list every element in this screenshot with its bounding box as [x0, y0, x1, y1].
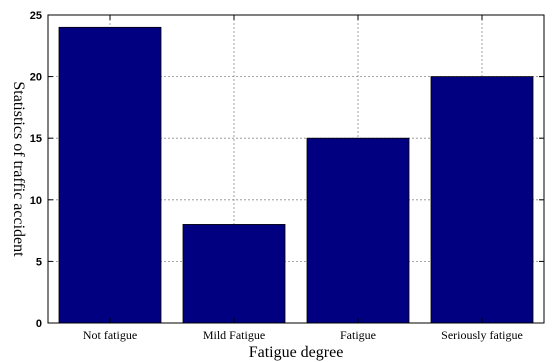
bar [182, 224, 286, 324]
x-axis-title: Fatigue degree [249, 344, 344, 361]
x-tick-label: Not fatigue [83, 328, 137, 342]
x-tick-label: Fatigue [340, 328, 376, 342]
bars [58, 26, 534, 324]
y-tick-label: 15 [30, 133, 42, 145]
y-axis-title: Statistics of traffic accident [10, 81, 27, 257]
y-tick-label: 25 [30, 10, 42, 22]
x-tick-label: Seriously fatigue [441, 328, 523, 342]
x-tick-label: Mild Fatigue [203, 328, 265, 342]
bar [306, 137, 410, 324]
y-tick-label: 10 [30, 195, 42, 207]
plot-area-frame [47, 14, 545, 324]
x-tick-labels: Not fatigue Mild Fatigue Fatigue Seriously … [83, 328, 523, 342]
y-tick-labels: 0 5 10 15 20 25 [30, 10, 42, 330]
y-tick-label: 0 [36, 318, 42, 330]
y-tick-label: 5 [36, 256, 42, 268]
tick-marks [48, 14, 544, 324]
bar [430, 76, 534, 324]
y-tick-label: 20 [30, 72, 42, 84]
bar [58, 26, 162, 324]
